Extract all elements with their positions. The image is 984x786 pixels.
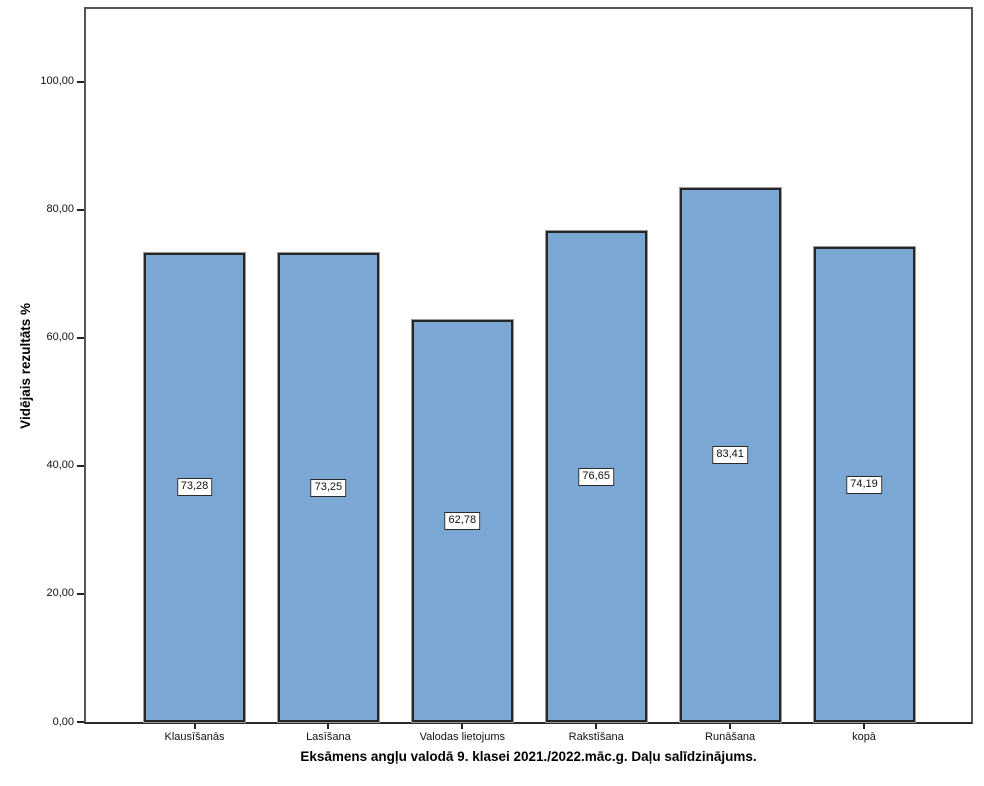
category-label-4: Runāšana: [705, 731, 756, 743]
plot-area: 73,28 73,25 62,78 76,65 83,41 74,19: [84, 7, 973, 724]
category-label-2: Valodas lietojums: [419, 731, 505, 743]
y-axis-title-text: Vidējais rezultāts %: [17, 302, 33, 429]
x-tick-mark: [595, 724, 598, 729]
y-axis-title: Vidējais rezultāts %: [8, 7, 42, 724]
bar-value-label: 62,78: [444, 512, 481, 531]
y-tick-mark: [77, 336, 84, 339]
category-label-3: Rakstīšana: [568, 731, 624, 743]
y-tick-mark: [77, 80, 84, 83]
y-tick-label: 0,00: [52, 715, 74, 728]
category-label-1: Lasīšana: [306, 731, 351, 743]
category-label-5: kopā: [852, 731, 876, 743]
y-tick-mark: [77, 721, 84, 723]
y-tick-label: 20,00: [46, 587, 74, 600]
bar-value-label: 73,28: [176, 478, 213, 497]
x-tick-mark: [863, 724, 865, 729]
y-tick-mark: [77, 464, 84, 467]
x-tick-mark: [729, 724, 732, 729]
y-tick-label: 40,00: [46, 459, 74, 472]
y-tick-label: 100,00: [40, 75, 74, 88]
x-tick-mark: [193, 724, 196, 729]
x-tick-mark: [327, 724, 330, 729]
bar-value-label: 74,19: [846, 475, 882, 494]
y-tick-label: 60,00: [46, 331, 74, 344]
y-tick-label: 80,00: [46, 203, 74, 216]
x-tick-mark: [461, 724, 464, 729]
y-tick-mark: [77, 208, 84, 211]
bar-value-label: 73,25: [310, 478, 347, 497]
bar-value-label: 76,65: [578, 467, 614, 486]
y-tick-mark: [77, 592, 84, 595]
category-label-0: Klausīšanās: [164, 731, 225, 743]
x-axis-title: Eksāmens angļu valodā 9. klasei 2021./20…: [300, 749, 757, 764]
bar-value-label: 83,41: [712, 446, 748, 465]
